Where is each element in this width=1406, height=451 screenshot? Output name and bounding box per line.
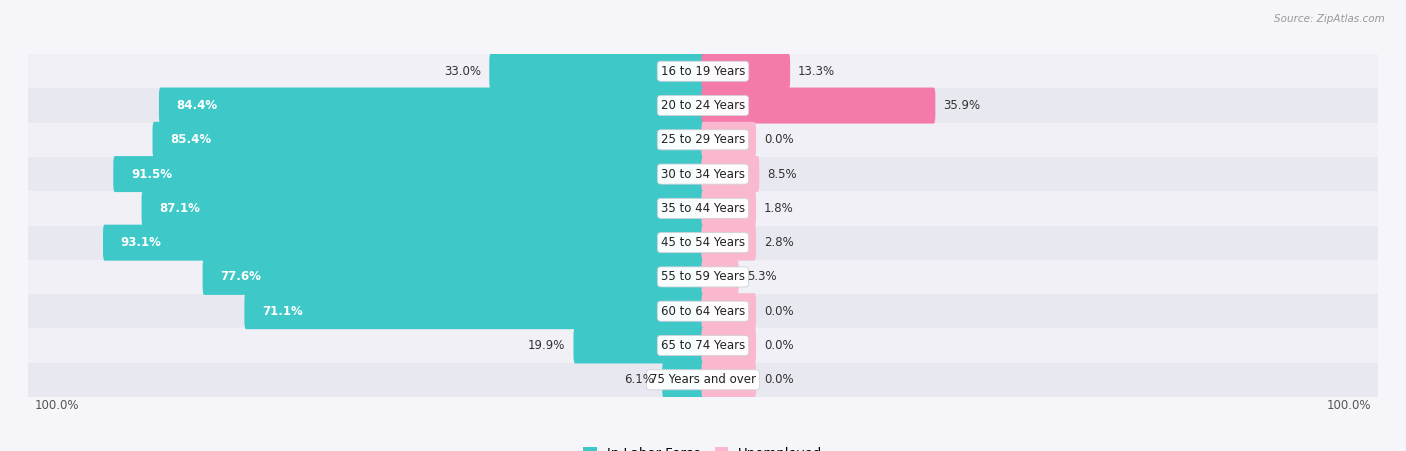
Text: 0.0%: 0.0% <box>763 133 793 146</box>
FancyBboxPatch shape <box>159 87 704 124</box>
Text: 60 to 64 Years: 60 to 64 Years <box>661 305 745 318</box>
Bar <box>28 54 1378 88</box>
Legend: In Labor Force, Unemployed: In Labor Force, Unemployed <box>578 442 828 451</box>
Text: 16 to 19 Years: 16 to 19 Years <box>661 65 745 78</box>
Text: 2.8%: 2.8% <box>763 236 794 249</box>
FancyBboxPatch shape <box>702 53 790 89</box>
Text: 0.0%: 0.0% <box>763 305 793 318</box>
FancyBboxPatch shape <box>103 225 704 261</box>
FancyBboxPatch shape <box>702 259 738 295</box>
FancyBboxPatch shape <box>662 362 704 398</box>
Text: 20 to 24 Years: 20 to 24 Years <box>661 99 745 112</box>
FancyBboxPatch shape <box>574 327 704 364</box>
FancyBboxPatch shape <box>702 362 756 398</box>
Text: 77.6%: 77.6% <box>221 271 262 283</box>
Text: 33.0%: 33.0% <box>444 65 481 78</box>
Text: 93.1%: 93.1% <box>121 236 162 249</box>
FancyBboxPatch shape <box>702 122 756 158</box>
Text: 100.0%: 100.0% <box>35 399 79 412</box>
Text: 25 to 29 Years: 25 to 29 Years <box>661 133 745 146</box>
Text: 55 to 59 Years: 55 to 59 Years <box>661 271 745 283</box>
Bar <box>28 363 1378 397</box>
FancyBboxPatch shape <box>202 259 704 295</box>
Text: Source: ZipAtlas.com: Source: ZipAtlas.com <box>1274 14 1385 23</box>
Text: 8.5%: 8.5% <box>768 168 797 180</box>
Bar <box>28 191 1378 226</box>
Text: 65 to 74 Years: 65 to 74 Years <box>661 339 745 352</box>
Text: 91.5%: 91.5% <box>131 168 172 180</box>
Text: 75 Years and over: 75 Years and over <box>650 373 756 386</box>
Text: 5.3%: 5.3% <box>747 271 776 283</box>
Text: 13.3%: 13.3% <box>799 65 835 78</box>
FancyBboxPatch shape <box>142 190 704 226</box>
Text: 45 to 54 Years: 45 to 54 Years <box>661 236 745 249</box>
Bar <box>28 328 1378 363</box>
Text: 85.4%: 85.4% <box>170 133 211 146</box>
Text: 6.1%: 6.1% <box>624 373 654 386</box>
Text: 35.9%: 35.9% <box>943 99 980 112</box>
FancyBboxPatch shape <box>702 327 756 364</box>
Bar <box>28 226 1378 260</box>
Text: 84.4%: 84.4% <box>177 99 218 112</box>
FancyBboxPatch shape <box>245 293 704 329</box>
FancyBboxPatch shape <box>489 53 704 89</box>
Text: 87.1%: 87.1% <box>159 202 200 215</box>
Text: 1.8%: 1.8% <box>763 202 794 215</box>
FancyBboxPatch shape <box>114 156 704 192</box>
Text: 100.0%: 100.0% <box>1327 399 1371 412</box>
FancyBboxPatch shape <box>152 122 704 158</box>
Bar <box>28 157 1378 191</box>
Bar <box>28 123 1378 157</box>
FancyBboxPatch shape <box>702 225 756 261</box>
FancyBboxPatch shape <box>702 156 759 192</box>
FancyBboxPatch shape <box>702 190 756 226</box>
FancyBboxPatch shape <box>702 87 935 124</box>
Text: 35 to 44 Years: 35 to 44 Years <box>661 202 745 215</box>
Bar <box>28 260 1378 294</box>
Text: 19.9%: 19.9% <box>529 339 565 352</box>
Bar <box>28 294 1378 328</box>
Text: 71.1%: 71.1% <box>262 305 302 318</box>
Bar <box>28 88 1378 123</box>
FancyBboxPatch shape <box>702 293 756 329</box>
Text: 30 to 34 Years: 30 to 34 Years <box>661 168 745 180</box>
Text: 0.0%: 0.0% <box>763 373 793 386</box>
Text: 0.0%: 0.0% <box>763 339 793 352</box>
